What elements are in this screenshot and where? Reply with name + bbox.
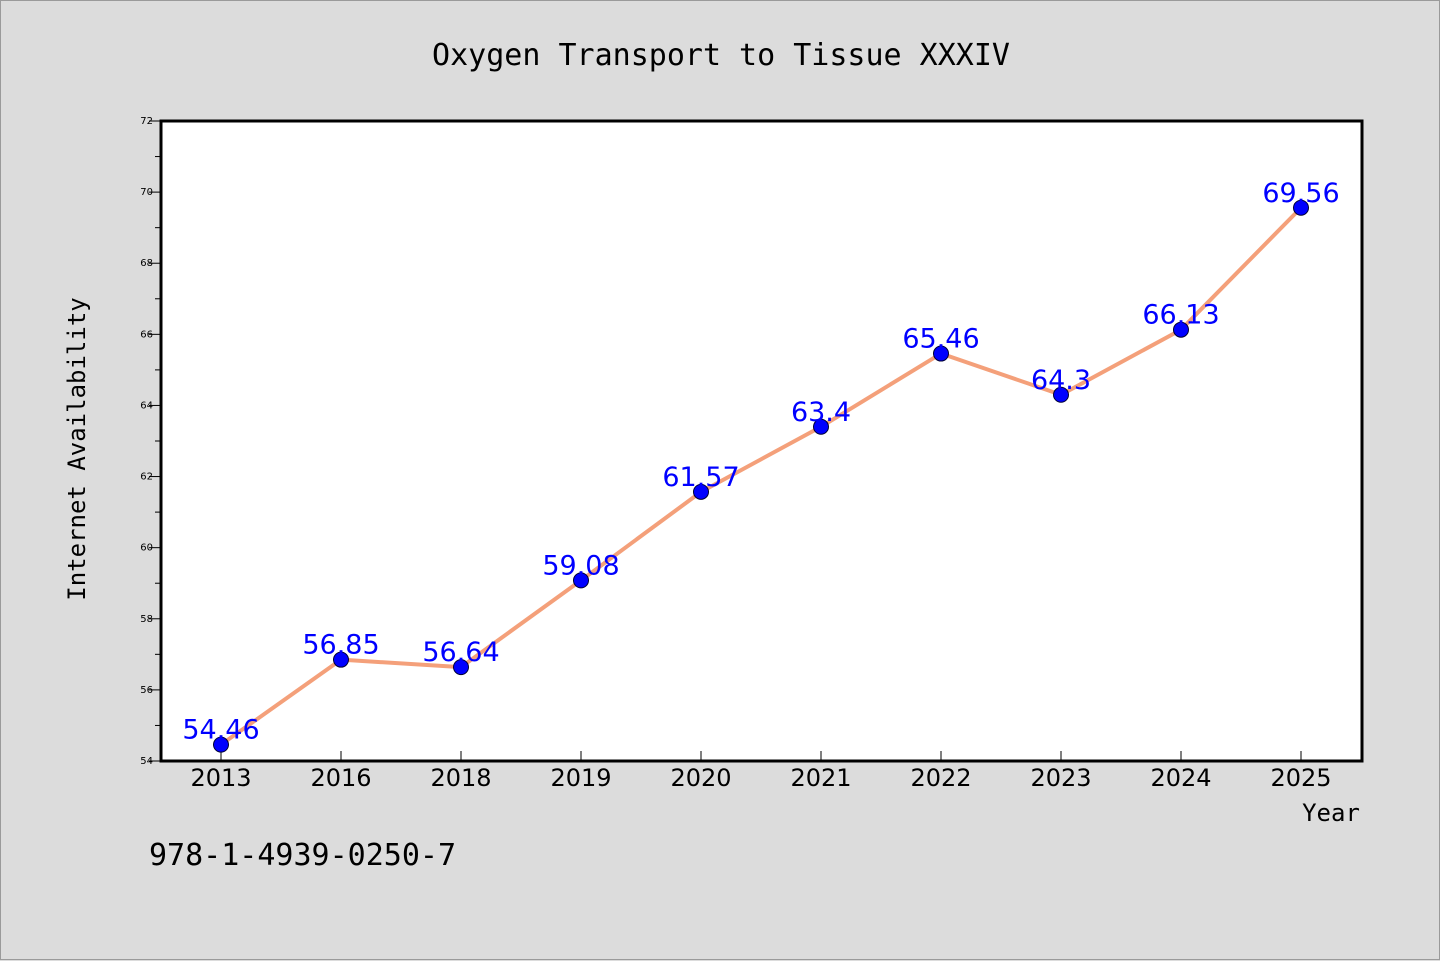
- x-axis-label: Year: [1302, 799, 1360, 827]
- data-label: 59.08: [542, 550, 619, 581]
- data-label: 56.85: [302, 630, 379, 661]
- x-tick-label: 2018: [430, 764, 491, 792]
- x-tick-label: 2024: [1150, 764, 1211, 792]
- y-tick-label: 60: [140, 543, 153, 554]
- y-tick-label: 62: [140, 472, 153, 483]
- data-point: [453, 659, 469, 676]
- data-point: [1053, 386, 1069, 403]
- x-axis: 2013 2016 2018 2019 2020 2021 2022 2023 2024 2025: [190, 751, 1332, 792]
- y-tick-label: 72: [140, 116, 153, 127]
- series-line-group: [219, 205, 1303, 747]
- data-point: [693, 483, 709, 500]
- x-tick-label: 2023: [1030, 764, 1091, 792]
- y-axis-label: Internet Availability: [63, 297, 91, 600]
- y-tick-label: 56: [140, 685, 153, 696]
- plot-area: [161, 121, 1362, 761]
- x-tick-label: 2020: [670, 764, 731, 792]
- chart-title: Oxygen Transport to Tissue XXXIV: [432, 38, 1010, 73]
- y-tick-label: 54: [140, 756, 153, 767]
- data-label-group: 54.46 56.85 56.64 59.08 61.57 63.4 65.46 64.3 66…: [182, 178, 1339, 746]
- y-axis: 54 56 58 60 62 64 66 68 70 72: [140, 116, 161, 767]
- y-tick-label: 68: [140, 258, 153, 269]
- data-label: 64.3: [1031, 365, 1091, 396]
- data-label: 65.46: [902, 324, 979, 355]
- data-point: [813, 418, 829, 435]
- marker-group: [213, 199, 1309, 753]
- x-tick-label: 2022: [910, 764, 971, 792]
- data-label: 56.64: [422, 637, 499, 668]
- data-point: [1173, 321, 1189, 338]
- y-tick-label: 58: [140, 614, 153, 625]
- series-line: [219, 205, 1303, 747]
- x-tick-label: 2021: [790, 764, 851, 792]
- x-tick-label: 2013: [190, 764, 251, 792]
- data-point: [573, 572, 589, 589]
- data-point: [1293, 199, 1309, 216]
- x-tick-label: 2025: [1270, 764, 1331, 792]
- y-tick-label: 64: [140, 400, 153, 411]
- y-tick-label: 66: [140, 329, 153, 340]
- plot-border: [159, 119, 1364, 763]
- data-label: 69.56: [1262, 178, 1339, 209]
- data-label: 61.57: [662, 462, 739, 493]
- x-tick-label: 2019: [550, 764, 611, 792]
- data-label: 66.13: [1142, 300, 1219, 331]
- data-point: [213, 736, 229, 753]
- data-label: 63.4: [791, 397, 851, 428]
- x-tick-label: 2016: [310, 764, 371, 792]
- data-point: [933, 345, 949, 362]
- isbn-footer: 978-1-4939-0250-7: [149, 838, 456, 873]
- data-point: [333, 651, 349, 668]
- data-label: 54.46: [182, 715, 259, 746]
- y-tick-label: 70: [140, 187, 153, 198]
